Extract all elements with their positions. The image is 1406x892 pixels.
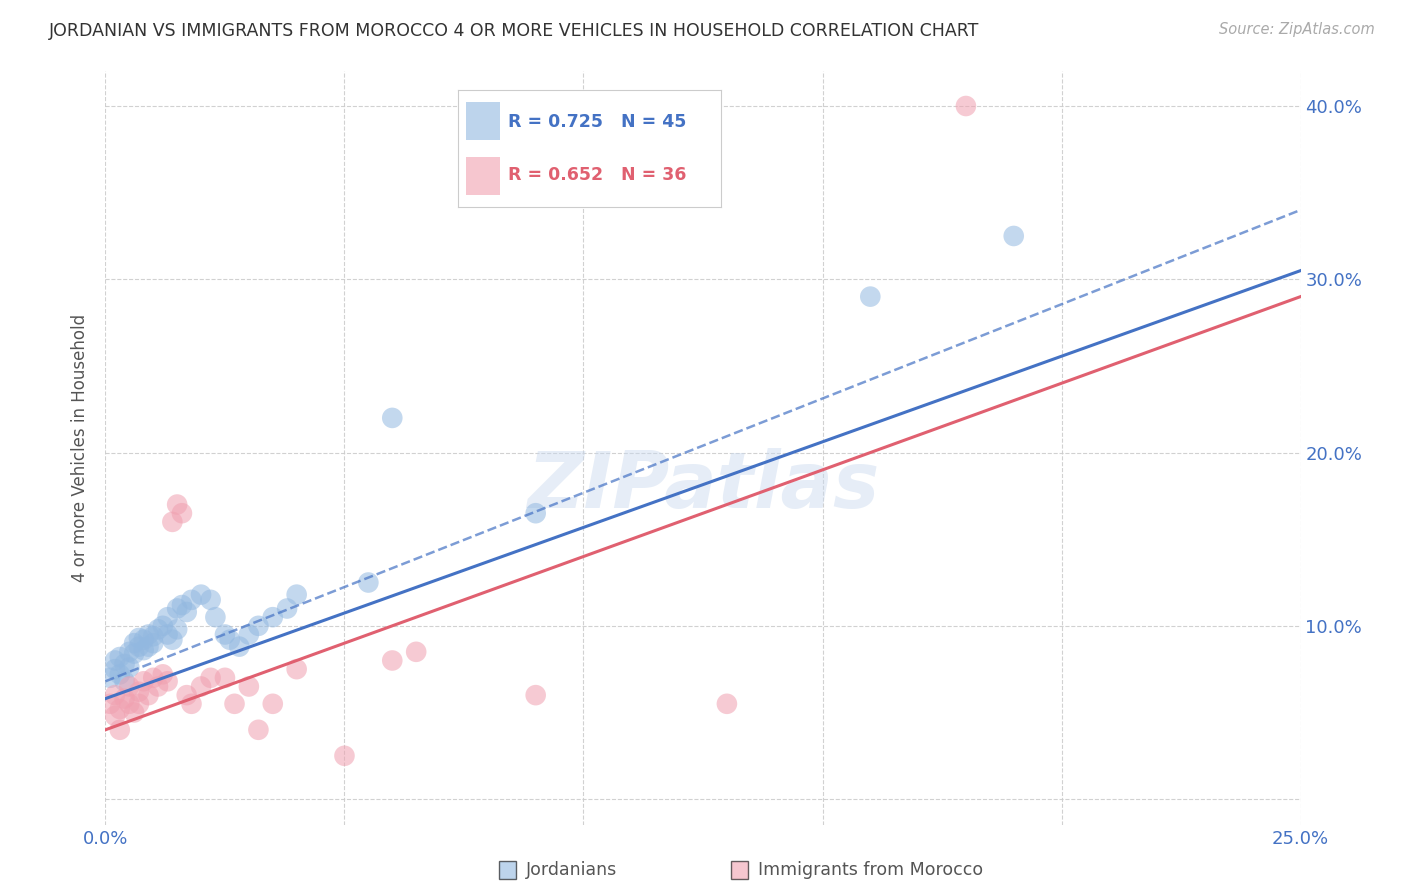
Point (98, 697, 121, 711)
Text: Source: ZipAtlas.com: Source: ZipAtlas.com (1219, 22, 1375, 37)
Point (114, 691, 136, 706)
Point (214, 627, 236, 641)
Point (238, 627, 260, 641)
Point (955, 99, 977, 113)
Point (132, 674, 155, 689)
Point (156, 674, 179, 689)
Point (716, 697, 738, 711)
Point (357, 575, 380, 590)
Point (118, 680, 141, 694)
Point (166, 622, 188, 636)
Point (108, 723, 131, 737)
Point (104, 662, 127, 676)
Point (228, 640, 250, 654)
Point (224, 697, 246, 711)
Point (104, 709, 127, 723)
Point (524, 688, 547, 702)
Point (247, 619, 270, 633)
Point (238, 680, 260, 694)
Point (108, 650, 131, 665)
Point (98, 671, 121, 685)
Point (859, 290, 882, 304)
Point (142, 671, 165, 685)
Point (214, 671, 236, 685)
Text: Jordanians: Jordanians (526, 861, 617, 879)
Point (104, 688, 127, 702)
Point (524, 506, 547, 520)
Point (118, 660, 141, 674)
Point (138, 640, 160, 654)
Point (108, 702, 131, 716)
Point (190, 588, 212, 602)
Point (142, 636, 165, 650)
Point (152, 619, 174, 633)
Point (128, 631, 150, 645)
Point (146, 680, 169, 694)
Point (114, 674, 136, 689)
Point (122, 647, 145, 661)
Point (180, 697, 202, 711)
Point (381, 653, 404, 667)
Point (1002, 229, 1025, 244)
Point (247, 723, 270, 737)
Point (262, 697, 284, 711)
Point (176, 688, 198, 702)
Point (118, 645, 141, 659)
Point (142, 629, 165, 643)
Point (166, 601, 188, 615)
Point (170, 598, 193, 612)
Point (152, 667, 174, 681)
Point (138, 627, 160, 641)
Point (156, 610, 179, 624)
Point (108, 667, 131, 681)
Point (122, 636, 145, 650)
Point (200, 592, 222, 607)
Text: JORDANIAN VS IMMIGRANTS FROM MOROCCO 4 OR MORE VEHICLES IN HOUSEHOLD CORRELATION: JORDANIAN VS IMMIGRANTS FROM MOROCCO 4 O… (49, 22, 980, 40)
Point (138, 688, 160, 702)
Point (190, 680, 212, 694)
Point (218, 632, 240, 647)
Point (381, 411, 404, 425)
Point (118, 697, 141, 711)
Point (128, 684, 150, 698)
Point (156, 627, 179, 641)
Text: Immigrants from Morocco: Immigrants from Morocco (758, 861, 983, 879)
Y-axis label: 4 or more Vehicles in Household: 4 or more Vehicles in Household (72, 314, 90, 582)
Point (333, 748, 356, 763)
Point (114, 657, 136, 671)
Point (176, 605, 198, 619)
Point (204, 610, 226, 624)
Point (180, 592, 202, 607)
Point (132, 643, 155, 657)
Point (132, 632, 155, 647)
Point (128, 697, 150, 711)
Point (104, 653, 127, 667)
Point (262, 610, 284, 624)
Point (200, 671, 222, 685)
Point (405, 645, 427, 659)
Point (122, 706, 145, 720)
Point (285, 662, 308, 676)
Point (166, 498, 188, 512)
Point (128, 640, 150, 654)
Point (285, 588, 308, 602)
Point (146, 622, 169, 636)
Text: ZIPatlas: ZIPatlas (527, 448, 879, 524)
Point (276, 601, 298, 615)
Point (162, 515, 184, 529)
Point (162, 632, 184, 647)
Point (170, 506, 193, 520)
